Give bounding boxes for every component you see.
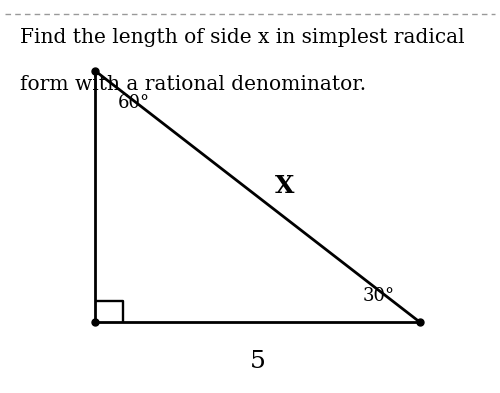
Text: 5: 5 xyxy=(250,350,266,373)
Text: form with a rational denominator.: form with a rational denominator. xyxy=(20,75,366,94)
Text: 60°: 60° xyxy=(118,94,150,112)
Text: X: X xyxy=(275,174,295,198)
Text: Find the length of side x in simplest radical: Find the length of side x in simplest ra… xyxy=(20,28,464,46)
Text: 30°: 30° xyxy=(362,286,394,305)
